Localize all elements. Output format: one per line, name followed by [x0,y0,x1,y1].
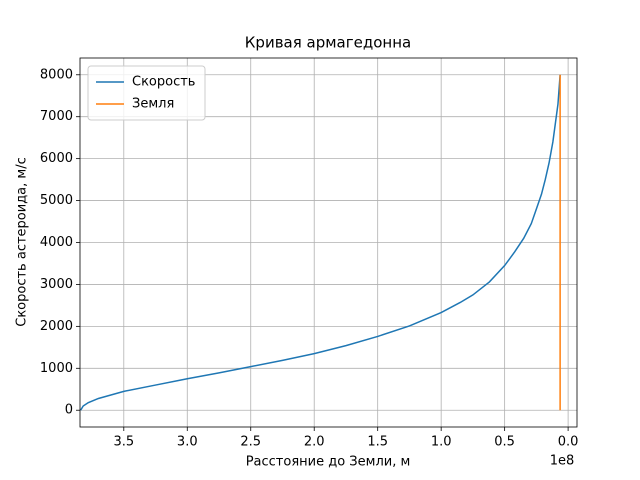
axes-frame [79,57,578,428]
x-tick-label: 2.5 [240,435,261,450]
x-tick-label: 0.0 [558,435,579,450]
legend-label: Земля [132,97,174,112]
y-tick-label: 0 [65,403,73,418]
x-tick-label: 3.0 [177,435,198,450]
x-tick-label: 1.5 [367,435,388,450]
chart-title: Кривая армагедонна [245,34,411,52]
y-tick-label: 1000 [40,361,73,376]
x-offset-label: 1e8 [550,454,575,469]
legend-box [87,65,206,121]
x-axis-label: Расстояние до Земли, м [246,455,411,470]
y-tick-label: 3000 [40,277,73,292]
y-axis-label: Скорость астероида, м/с [15,157,30,327]
y-tick-label: 7000 [40,109,73,124]
y-tick-label: 2000 [40,319,73,334]
x-tick-label: 0.5 [494,435,515,450]
x-tick-label: 3.5 [113,435,134,450]
x-tick-label: 1.0 [431,435,452,450]
x-tick-label: 2.0 [304,435,325,450]
legend-label: Скорость [132,75,195,90]
y-tick-label: 6000 [40,151,73,166]
series-line [79,74,561,411]
y-tick-label: 4000 [40,235,73,250]
y-tick-label: 5000 [40,193,73,208]
y-tick-label: 8000 [40,67,73,82]
